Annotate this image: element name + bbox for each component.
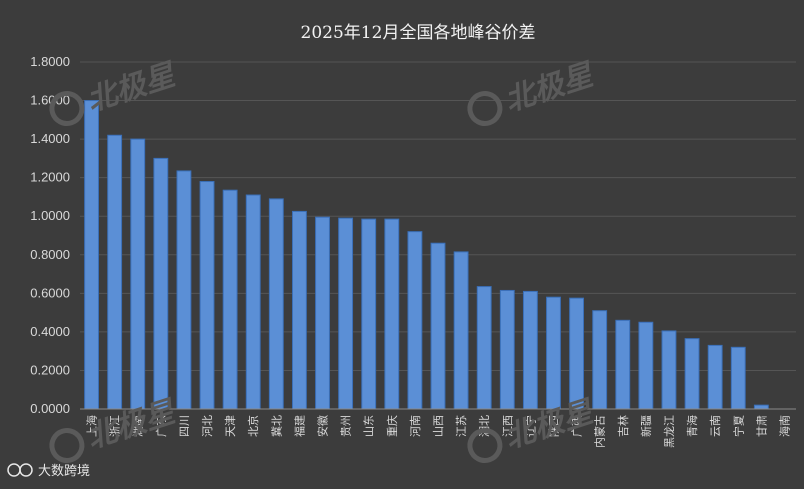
x-tick-label: 河北 [201, 415, 214, 437]
x-tick-label: 黑龙江 [663, 415, 676, 448]
gridlines [80, 61, 796, 371]
x-tick-label: 甘肃 [755, 415, 768, 437]
bars [84, 100, 769, 410]
x-tick-label: 浙江 [109, 415, 122, 437]
x-tick-label: 北京 [246, 415, 260, 437]
bar [291, 210, 307, 410]
y-tick-label: 0.4000 [30, 324, 70, 339]
watermark-icon [467, 427, 503, 463]
y-tick-label: 0.8000 [30, 247, 70, 262]
x-tick-label: 福建 [292, 415, 306, 437]
y-tick-label: 0.0000 [30, 401, 70, 416]
bar [615, 319, 631, 410]
bar [638, 321, 654, 410]
bar [407, 231, 423, 410]
x-tick-label: 江苏 [455, 415, 468, 437]
bar [430, 242, 446, 410]
x-tick-label: 天津 [224, 415, 237, 437]
source-label: 大数跨境 [38, 464, 90, 479]
watermark-icon [467, 90, 503, 126]
watermark-icon [49, 427, 85, 463]
bar [730, 346, 746, 410]
bar [384, 218, 400, 410]
bar [499, 289, 515, 410]
y-tick-label: 1.2000 [30, 170, 70, 185]
bar [315, 216, 330, 410]
watermark-text: 北极星 [501, 57, 599, 119]
bar [546, 296, 561, 410]
x-tick-label: 重庆 [385, 415, 399, 437]
bar [522, 290, 538, 410]
x-tick-label: 宁夏 [731, 415, 745, 437]
bar [453, 251, 469, 410]
y-tick-label: 0.6000 [30, 285, 70, 300]
watermark-icon [49, 90, 85, 126]
x-tick-label: 江西 [501, 415, 514, 437]
x-tick-label: 云南 [709, 415, 722, 437]
x-tick-label: 新疆 [639, 415, 653, 437]
bar [707, 344, 723, 410]
x-tick-label: 吉林 [616, 415, 630, 437]
bar [684, 338, 700, 410]
x-tick-label: 青海 [685, 415, 699, 437]
x-tick-label: 广东 [155, 415, 168, 437]
y-tick-label: 1.0000 [30, 208, 70, 223]
bar [268, 198, 284, 410]
y-tick-label: 0.2000 [30, 362, 70, 377]
bar [84, 100, 99, 410]
bar [569, 297, 585, 410]
source-logo: 大数跨境 [7, 463, 90, 479]
bar [153, 157, 169, 410]
bar [245, 194, 261, 410]
watermark: 北极星 [467, 57, 599, 126]
x-tick-label: 辽宁 [523, 415, 537, 437]
watermark-text: 北极星 [83, 57, 181, 119]
x-tick-label: 山西 [432, 415, 445, 437]
bar [592, 310, 608, 410]
x-tick-label: 内蒙古 [593, 415, 607, 448]
x-tick-label: 湖南 [132, 415, 145, 437]
x-tick-label: 陕西 [546, 415, 560, 437]
x-tick-label: 上海 [85, 415, 99, 437]
y-axis-ticks: 0.0000 0.2000 0.4000 0.6000 0.8000 1.0000 1.20… [30, 54, 70, 416]
x-tick-label: 广西 [571, 415, 584, 437]
bar [176, 170, 192, 410]
bar [338, 217, 354, 410]
x-axis-ticks: 上海 浙江 湖南 广东 四川 河北 天津 北京 冀北 福建 安徽 贵州 山东 重庆 河南 山西 江苏 湖北 江西 辽宁… [85, 415, 792, 448]
bar [661, 330, 677, 410]
y-tick-label: 1.8000 [30, 54, 70, 69]
bar [222, 189, 238, 410]
bar [753, 404, 769, 410]
x-tick-label: 山东 [363, 415, 376, 437]
bar [361, 218, 377, 410]
x-tick-label: 海南 [777, 415, 791, 437]
bar [130, 138, 146, 410]
source-logo-icon [7, 463, 33, 477]
bar [107, 134, 123, 410]
bar [476, 286, 492, 410]
x-tick-label: 四川 [178, 415, 191, 437]
chart-title: 2025年12月全国各地峰谷价差 [301, 23, 536, 43]
bar [199, 181, 215, 410]
x-tick-label: 河南 [409, 415, 422, 437]
x-tick-label: 冀北 [269, 415, 283, 437]
x-tick-label: 贵州 [340, 415, 353, 437]
x-tick-label: 安徽 [316, 415, 330, 437]
y-tick-label: 1.4000 [30, 131, 70, 146]
